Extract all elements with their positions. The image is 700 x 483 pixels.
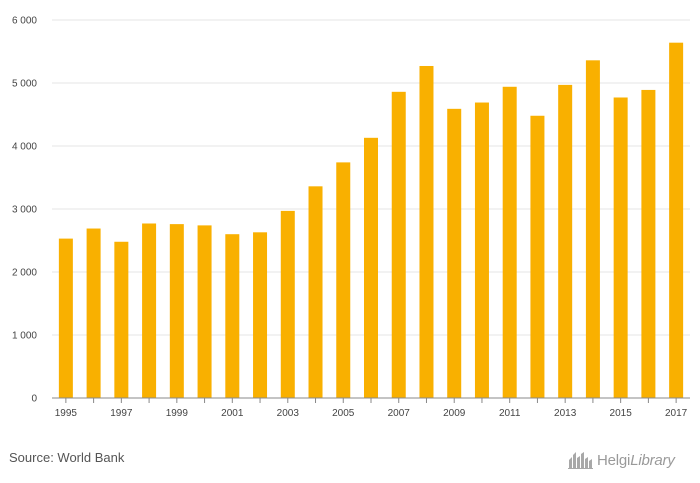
bar-1999 bbox=[169, 224, 184, 398]
y-tick-label: 3 000 bbox=[12, 205, 37, 216]
bar-chart: 0 1 000 2 000 3 000 4 000 5 000 6 000 1995 1997… bbox=[12, 16, 690, 419]
bar-1995 bbox=[58, 238, 73, 398]
bar-2009 bbox=[447, 108, 462, 398]
bars bbox=[58, 42, 684, 399]
y-tick-label: 6 000 bbox=[12, 16, 37, 27]
bar-2010 bbox=[474, 102, 489, 398]
x-tick-label: 2003 bbox=[277, 408, 300, 419]
x-tick-label: 1995 bbox=[55, 408, 78, 419]
bar-2011 bbox=[502, 86, 517, 398]
bar-2002 bbox=[253, 232, 268, 398]
helgi-logo-icon bbox=[568, 452, 593, 469]
bar-2006 bbox=[364, 137, 378, 398]
y-tick-label: 0 bbox=[31, 394, 37, 405]
bar-2007 bbox=[391, 91, 406, 398]
brand-library: Library bbox=[630, 451, 675, 469]
y-tick-label: 2 000 bbox=[12, 268, 37, 279]
x-tick-label: 2007 bbox=[388, 408, 411, 419]
bar-2001 bbox=[225, 234, 240, 398]
bar-2008 bbox=[419, 65, 434, 399]
x-tick-label: 1997 bbox=[110, 408, 133, 419]
bar-2005 bbox=[336, 162, 351, 398]
brand-main: Helgi bbox=[597, 451, 631, 469]
x-tick-label: 2015 bbox=[610, 408, 633, 419]
bar-2014 bbox=[585, 60, 600, 398]
x-tick-label: 2011 bbox=[499, 408, 521, 419]
x-tick-label: 2013 bbox=[554, 408, 577, 419]
bar-2017 bbox=[669, 42, 684, 399]
bar-1998 bbox=[142, 223, 157, 398]
y-axis-ticks: 0 1 000 2 000 3 000 4 000 5 000 6 000 bbox=[12, 16, 37, 405]
x-tick-label: 1999 bbox=[166, 408, 189, 419]
bar-2004 bbox=[308, 186, 323, 398]
bar-2012 bbox=[530, 115, 545, 398]
x-axis-ticks: 1995 1997 1999 2001 2003 2005 2007 2009 2011 2013… bbox=[55, 398, 688, 419]
bar-2000 bbox=[197, 225, 212, 398]
bar-2016 bbox=[641, 89, 656, 399]
y-tick-label: 1 000 bbox=[12, 331, 37, 342]
bar-2013 bbox=[558, 84, 573, 398]
bar-1996 bbox=[86, 228, 101, 398]
bar-2015 bbox=[613, 97, 628, 399]
y-tick-label: 4 000 bbox=[12, 142, 37, 153]
brand-wordmark: HelgiLibrary bbox=[597, 452, 675, 469]
y-tick-label: 5 000 bbox=[12, 79, 37, 90]
source-note: Source: World Bank bbox=[9, 450, 125, 465]
bar-1997 bbox=[114, 241, 129, 398]
x-tick-label: 2001 bbox=[221, 408, 244, 419]
x-tick-label: 2017 bbox=[665, 408, 688, 419]
bar-2003 bbox=[280, 210, 295, 398]
helgi-library-logo: HelgiLibrary bbox=[568, 449, 675, 471]
x-tick-label: 2009 bbox=[443, 408, 466, 419]
x-tick-label: 2005 bbox=[332, 408, 355, 419]
